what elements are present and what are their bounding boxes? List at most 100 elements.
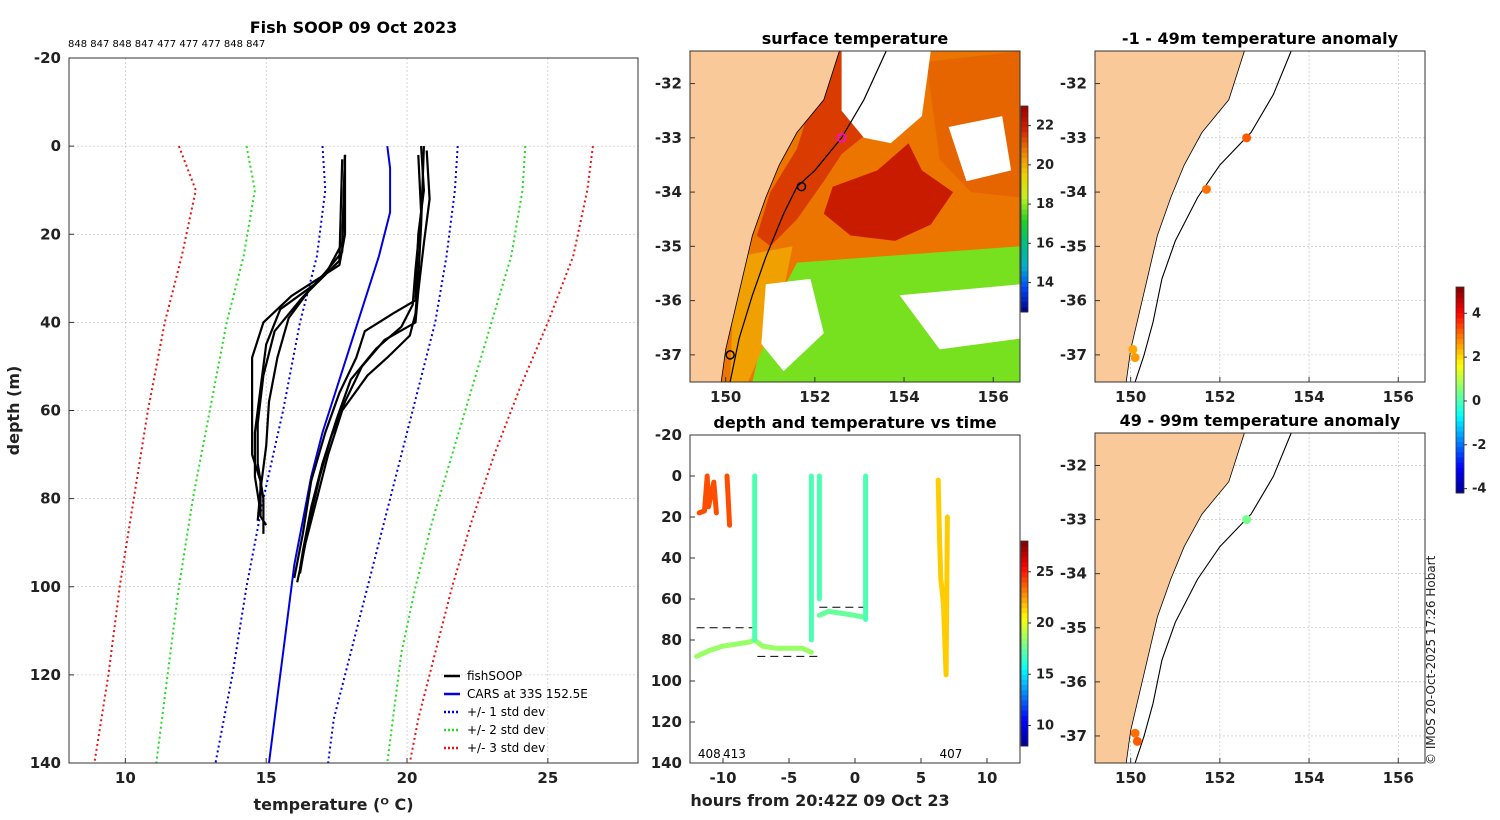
y-tick-label: -33 bbox=[1060, 129, 1087, 147]
colorbar-segment bbox=[1456, 441, 1464, 448]
colorbar-tick-label: 14 bbox=[1036, 276, 1054, 291]
colorbar-tick-label: -2 bbox=[1472, 438, 1486, 453]
ts-series-cast-408-surface bbox=[696, 473, 719, 516]
colorbar-segment bbox=[1021, 306, 1028, 313]
colorbar-frame bbox=[1455, 286, 1465, 494]
legend-label: +/- 2 std dev bbox=[467, 723, 545, 737]
colorbar-segment bbox=[1021, 587, 1028, 593]
colorbar-segment bbox=[1021, 157, 1028, 164]
colorbar-segment bbox=[1021, 725, 1028, 732]
coastline bbox=[1125, 432, 1245, 764]
x-tick-label: 156 bbox=[1383, 769, 1414, 787]
colorbar-segment bbox=[1021, 183, 1028, 189]
sst-frame: 150 152 154 156 -32 -33 -34 -35 -36 -37 bbox=[655, 50, 1021, 406]
colorbar-segment bbox=[1021, 551, 1028, 557]
colorbar-segment bbox=[1021, 116, 1028, 122]
isobath-line bbox=[1134, 432, 1292, 764]
colorbar-segment bbox=[1021, 245, 1028, 251]
colorbar-segment bbox=[1456, 436, 1464, 442]
ts-series-cast-407 bbox=[935, 477, 950, 678]
colorbar-segment bbox=[1456, 333, 1464, 339]
colorbar-segment bbox=[1021, 275, 1028, 282]
legend-label: +/- 1 std dev bbox=[467, 705, 545, 719]
y-tick-label: 140 bbox=[651, 754, 682, 772]
colorbar-segment bbox=[1456, 369, 1464, 376]
x-tick-label: 150 bbox=[1115, 388, 1146, 406]
colorbar-segment bbox=[1021, 715, 1028, 721]
profile-legend: fishSOOP CARS at 33S 152.5E +/- 1 std dev +… bbox=[444, 669, 588, 755]
anom-shallow-title: -1 - 49m temperature anomaly bbox=[1122, 29, 1399, 48]
anomaly-colorbar: -4 -2 0 2 4 bbox=[1455, 286, 1486, 497]
x-tick-label: 5 bbox=[916, 769, 926, 787]
legend-label: fishSOOP bbox=[467, 669, 522, 683]
y-tick-label: -33 bbox=[655, 129, 682, 147]
x-tick-label: -5 bbox=[781, 769, 798, 787]
colorbar-segment bbox=[1021, 556, 1028, 562]
y-tick-label: -32 bbox=[655, 75, 682, 93]
sst-mask-cloud-southwest bbox=[761, 278, 824, 372]
colorbar-segment bbox=[1021, 106, 1028, 112]
profile-title: Fish SOOP 09 Oct 2023 bbox=[250, 18, 458, 37]
colorbar-segment bbox=[1021, 623, 1028, 629]
profile-line-cars-mean bbox=[268, 145, 392, 764]
colorbar-segment bbox=[1021, 648, 1028, 655]
y-tick-label: -32 bbox=[1060, 75, 1087, 93]
y-tick-label: -34 bbox=[1060, 565, 1087, 583]
station-marker bbox=[725, 350, 735, 360]
colorbar-segment bbox=[1021, 576, 1028, 583]
x-tick-label: 154 bbox=[1293, 769, 1324, 787]
colorbar-segment bbox=[1456, 348, 1464, 355]
sst-region-nearshore-south-warm bbox=[730, 246, 793, 382]
profile-axes bbox=[69, 57, 638, 764]
sst-mask-cloud-east bbox=[948, 116, 1012, 182]
colorbar-segment bbox=[1021, 198, 1028, 205]
cast-id-label: 413 bbox=[723, 747, 746, 761]
x-tick-label: 20 bbox=[397, 769, 418, 787]
profile-line-fishsoop-cast-3 bbox=[253, 154, 347, 512]
y-tick-label: 60 bbox=[40, 402, 61, 420]
colorbar-segment bbox=[1021, 617, 1028, 624]
y-tick-label: -20 bbox=[655, 426, 682, 444]
profile-xlabel: temperature (ᴼ C) bbox=[253, 795, 413, 814]
coastline bbox=[720, 50, 840, 383]
colorbar-frame bbox=[1020, 540, 1029, 747]
x-tick-label: 25 bbox=[537, 769, 558, 787]
colorbar-segment bbox=[1021, 126, 1028, 133]
colorbar-segment bbox=[1456, 312, 1464, 319]
y-tick-label: 0 bbox=[672, 467, 682, 485]
isobath-line bbox=[729, 50, 887, 383]
sst-title: surface temperature bbox=[762, 29, 949, 48]
colorbar-segment bbox=[1021, 658, 1028, 665]
colorbar-tick-label: 25 bbox=[1036, 565, 1054, 580]
colorbar-segment bbox=[1456, 287, 1464, 293]
colorbar-segment bbox=[1021, 167, 1028, 174]
colorbar-segment bbox=[1456, 292, 1464, 298]
colorbar-tick-label: 15 bbox=[1036, 667, 1054, 682]
colorbar-segment bbox=[1021, 674, 1028, 680]
profile-line--1-std bbox=[327, 146, 459, 764]
colorbar-segment bbox=[1021, 730, 1028, 737]
y-tick-label: 40 bbox=[40, 313, 61, 331]
colorbar-tick-label: -4 bbox=[1472, 482, 1486, 497]
anom-shallow-map bbox=[1095, 50, 1292, 383]
colorbar-segment bbox=[1021, 121, 1028, 128]
x-tick-label: 154 bbox=[888, 388, 919, 406]
x-tick-label: 10 bbox=[115, 769, 136, 787]
x-tick-label: -10 bbox=[709, 769, 736, 787]
colorbar-segment bbox=[1021, 162, 1028, 169]
colorbar-segment bbox=[1021, 255, 1028, 261]
colorbar-segment bbox=[1021, 541, 1028, 547]
profile-line-fishsoop-cast-2 bbox=[256, 154, 347, 534]
colorbar-tick-label: 22 bbox=[1036, 119, 1054, 134]
ts-series-bottom-run-1 bbox=[694, 637, 814, 659]
colorbar-segment bbox=[1456, 415, 1464, 422]
y-tick-label: 40 bbox=[661, 549, 682, 567]
profile-top-labels: 848 847 848 847 477 477 477 848 847 bbox=[68, 39, 265, 50]
anom-deep-title: 49 - 99m temperature anomaly bbox=[1120, 411, 1401, 430]
colorbar-frame bbox=[1020, 105, 1029, 313]
profile-frame: 10 15 20 25 -20 0 20 40 60 80 100 120 140 bbox=[30, 49, 639, 787]
x-tick-label: 150 bbox=[1115, 769, 1146, 787]
colorbar-segment bbox=[1021, 131, 1028, 138]
anomaly-point bbox=[1242, 515, 1252, 525]
x-tick-label: 152 bbox=[1204, 769, 1235, 787]
